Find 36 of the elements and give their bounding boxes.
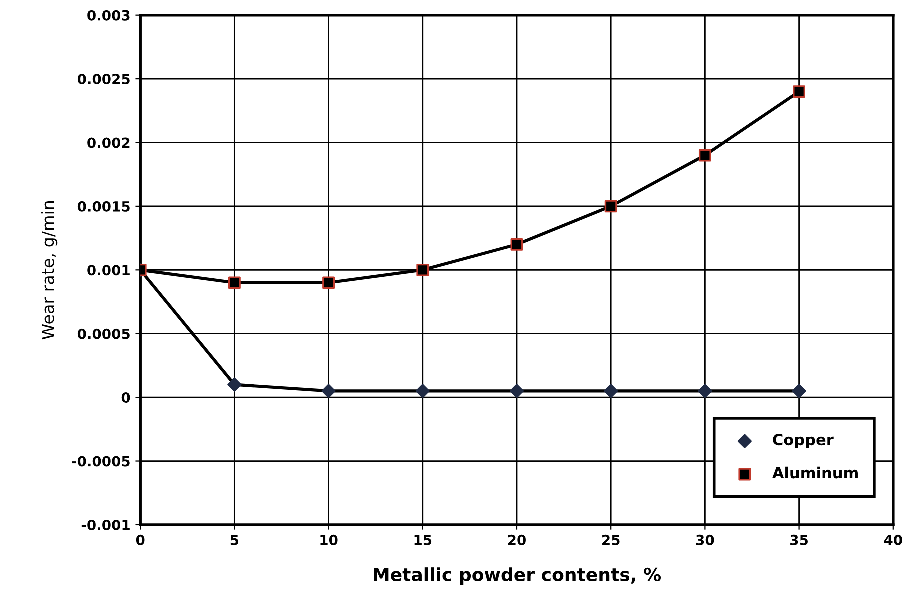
y-tick-label: 0.002 xyxy=(88,138,130,148)
x-axis-title: Metallic powder contents, % xyxy=(374,568,662,586)
x-tick-label: 25 xyxy=(602,534,620,546)
point xyxy=(698,149,712,162)
x-tick-label: 5 xyxy=(230,535,239,546)
y-tick-label: 0.0025 xyxy=(78,74,130,85)
y-tick-label: 0 xyxy=(122,392,130,404)
y-tick-label: 0.0015 xyxy=(78,201,130,212)
legend-label: Copper xyxy=(773,434,834,449)
point xyxy=(604,200,618,213)
point xyxy=(793,86,806,98)
x-tick-label: 10 xyxy=(320,534,338,546)
point xyxy=(792,384,806,398)
point xyxy=(698,384,712,398)
y-tick-label: 0.001 xyxy=(88,265,130,276)
point xyxy=(322,384,336,398)
y-axis-title: Wear rate, g/min xyxy=(41,201,58,340)
point xyxy=(604,384,618,398)
y-tick-label: 0.003 xyxy=(88,10,130,21)
y-tick-label: -0.0005 xyxy=(72,456,130,467)
x-tick-label: 15 xyxy=(414,535,432,546)
x-tick-label: 20 xyxy=(508,534,526,546)
x-tick-label: 40 xyxy=(884,534,902,546)
x-tick-label: 0 xyxy=(136,534,145,546)
y-tick-label: -0.001 xyxy=(82,520,130,530)
point xyxy=(228,276,241,290)
point xyxy=(416,264,430,276)
point xyxy=(228,378,242,392)
x-tick-label: 35 xyxy=(790,534,808,546)
point xyxy=(322,276,335,290)
point xyxy=(510,384,524,398)
point xyxy=(416,384,430,398)
x-tick-label: 30 xyxy=(696,534,714,546)
point xyxy=(510,238,524,251)
y-tick-label: 0.0005 xyxy=(78,328,130,340)
legend-label: Aluminum xyxy=(772,466,858,479)
